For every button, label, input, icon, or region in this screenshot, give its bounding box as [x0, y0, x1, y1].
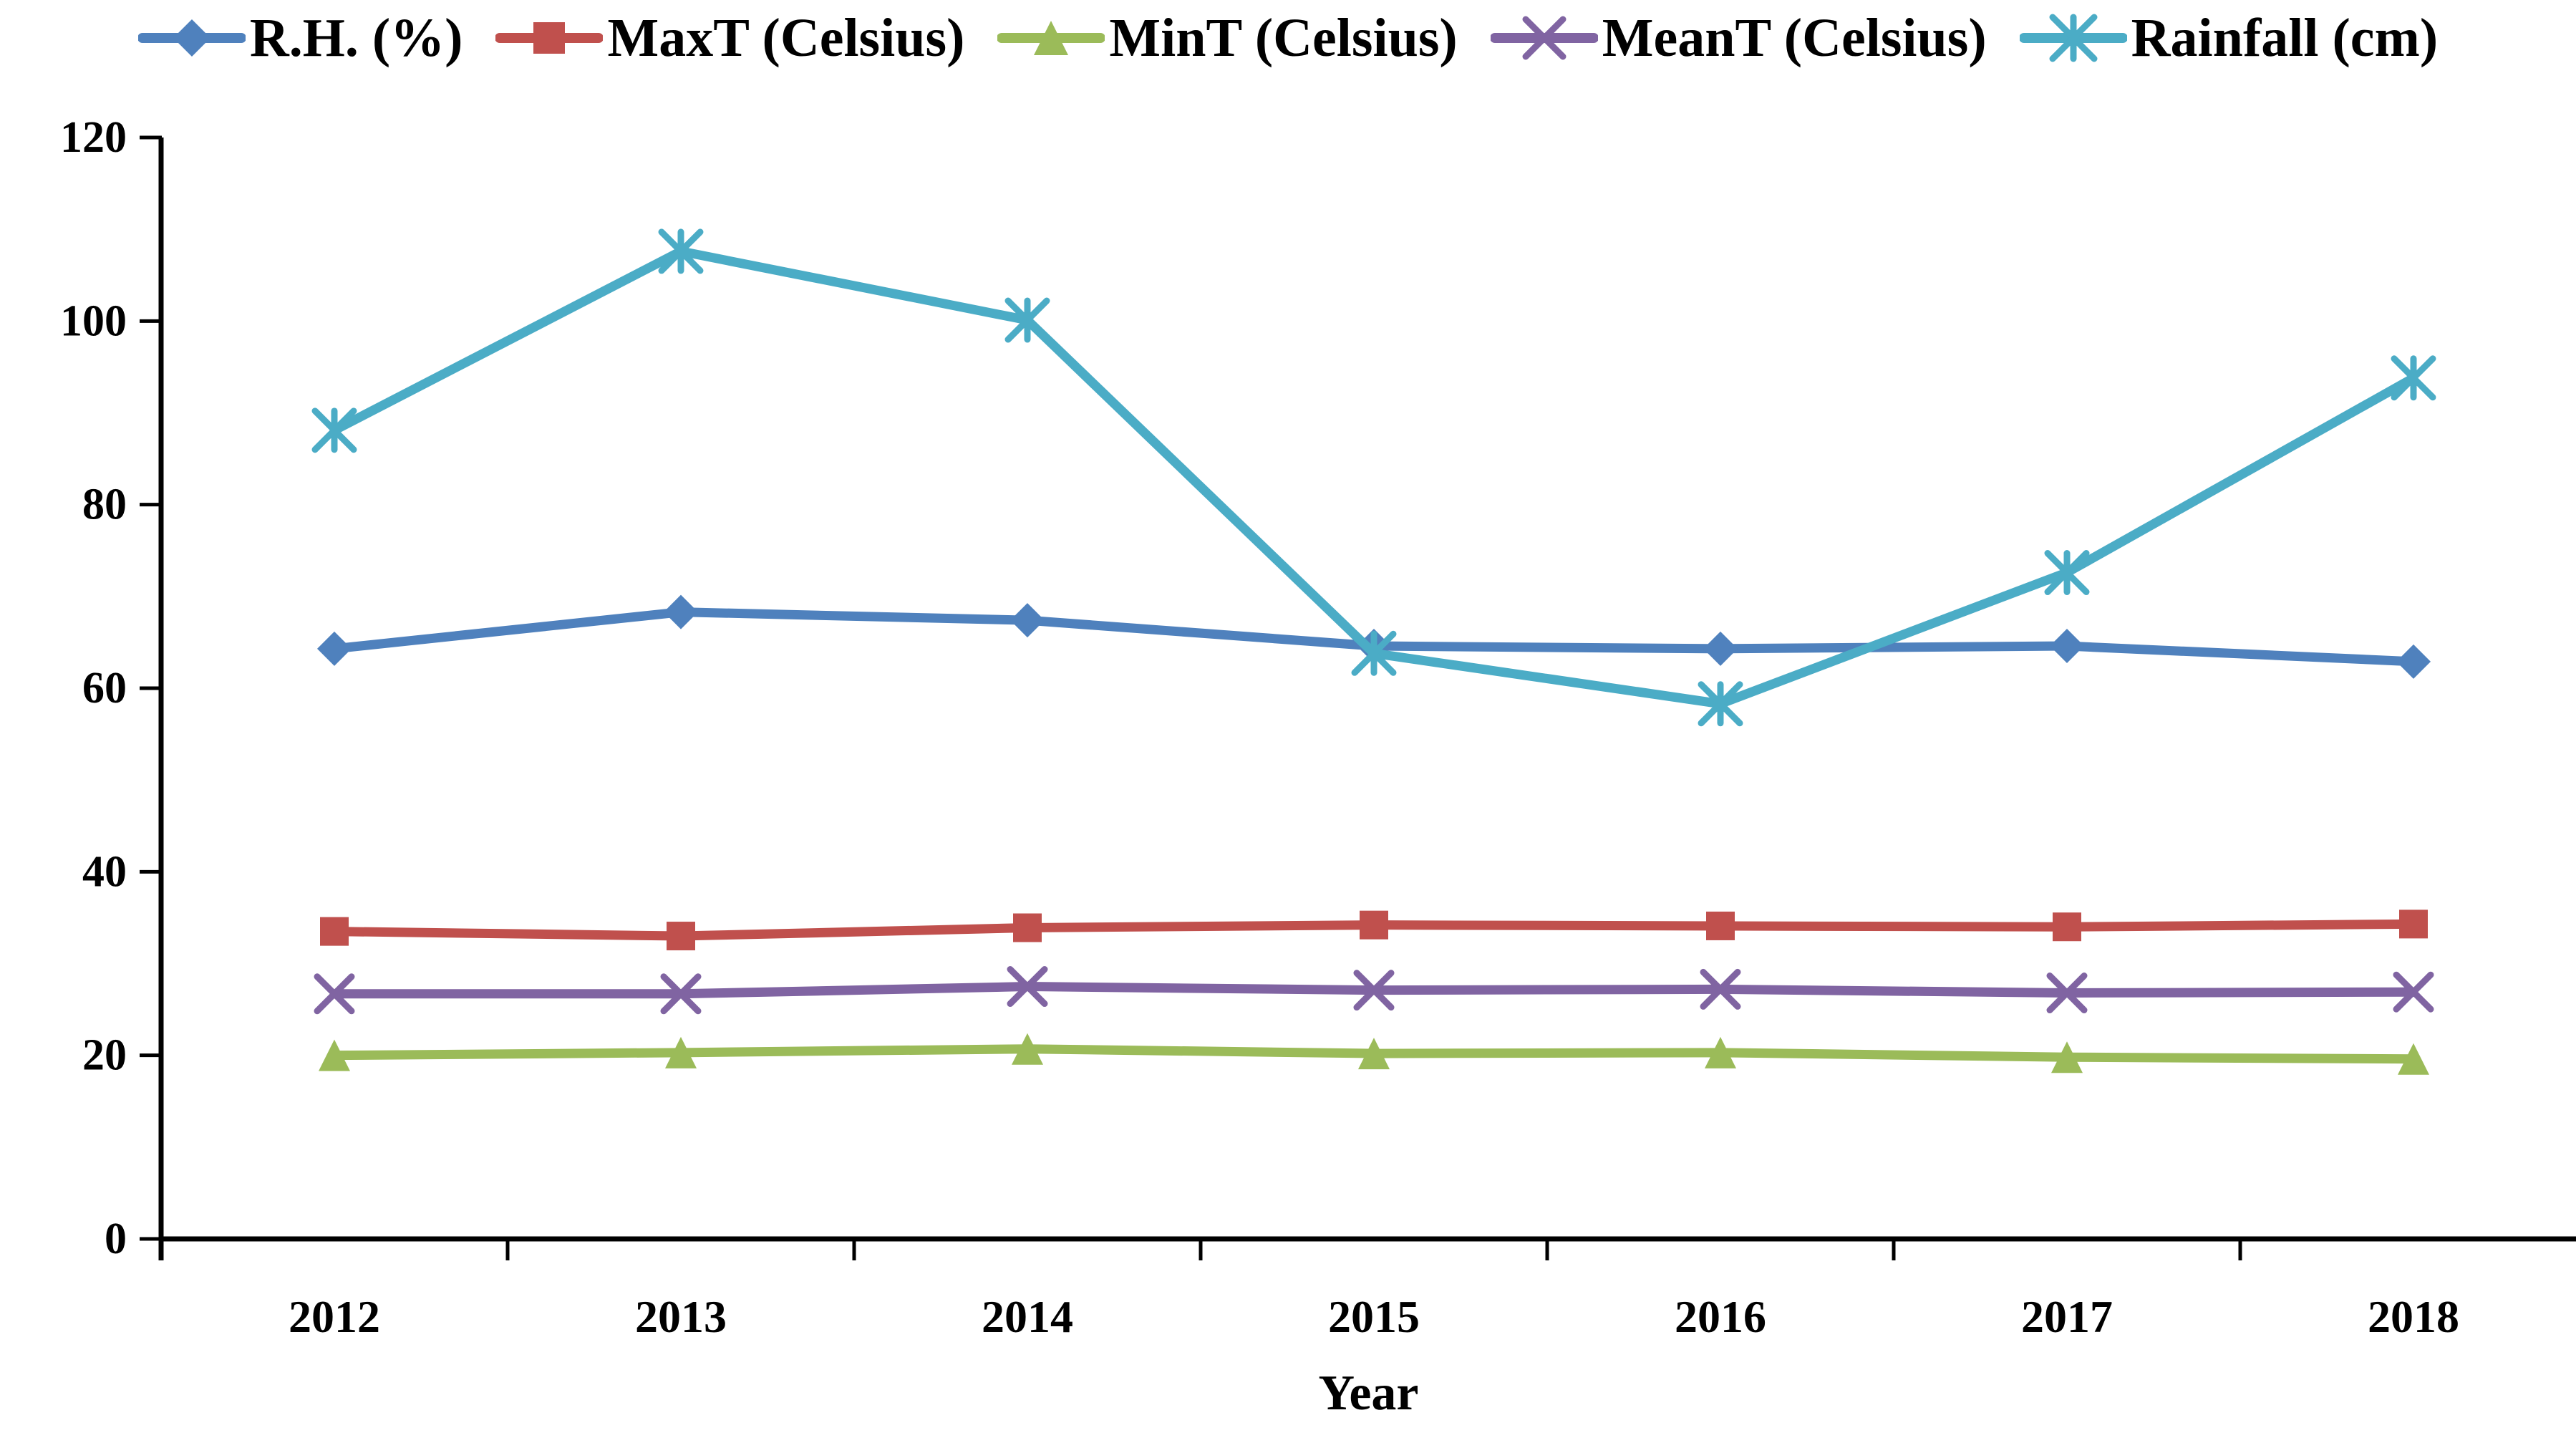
- rainfall-cm-marker-2017: [2044, 550, 2090, 596]
- y-tick-label: 80: [82, 481, 127, 529]
- r-h-marker-2012: [317, 631, 352, 666]
- meant-celsius-marker-2013: [660, 973, 702, 1015]
- meant-celsius-marker-2018: [2393, 971, 2434, 1013]
- series-meant-celsius: [314, 966, 2434, 1015]
- rainfall-cm-marker-2018: [2391, 355, 2436, 401]
- y-tick-label: 100: [60, 296, 127, 345]
- r-h-marker-2014: [1010, 603, 1045, 638]
- y-tick-label: 120: [60, 113, 127, 162]
- x-axis-title: Year: [1319, 1366, 1419, 1421]
- x-tick-label: 2012: [289, 1291, 380, 1342]
- x-tick-label: 2017: [2021, 1291, 2113, 1342]
- series-mint-celsius: [319, 1033, 2429, 1075]
- rainfall-cm-marker-2016: [1698, 681, 1743, 727]
- mint-celsius-marker-2015: [1358, 1038, 1390, 1070]
- meant-celsius-marker-2015: [1353, 970, 1395, 1011]
- series-rainfall-cm: [311, 228, 2436, 727]
- y-tick-label: 20: [82, 1031, 127, 1080]
- mint-celsius-marker-2016: [1705, 1036, 1736, 1068]
- x-tick-label: 2013: [635, 1291, 727, 1342]
- rainfall-cm-marker-2014: [1004, 297, 1050, 343]
- maxt-celsius-marker-2013: [667, 922, 695, 951]
- meant-celsius-marker-2012: [314, 973, 355, 1015]
- series-maxt-celsius: [320, 909, 2428, 951]
- r-h-marker-2018: [2396, 644, 2431, 679]
- rainfall-cm-marker-2013: [658, 228, 704, 274]
- y-tick-label: 0: [105, 1215, 127, 1263]
- maxt-celsius-marker-2018: [2399, 909, 2428, 939]
- meant-celsius-marker-2014: [1007, 966, 1048, 1008]
- maxt-celsius-marker-2014: [1013, 913, 1042, 942]
- meant-celsius-marker-2017: [2046, 973, 2088, 1014]
- rainfall-cm-marker-2015: [1351, 630, 1397, 676]
- x-tick-label: 2016: [1675, 1291, 1766, 1342]
- mint-celsius-marker-2017: [2051, 1041, 2083, 1073]
- x-tick-label: 2014: [982, 1291, 1073, 1342]
- maxt-celsius-marker-2015: [1360, 910, 1388, 940]
- r-h-marker-2017: [2050, 629, 2084, 664]
- axes: [158, 137, 2576, 1260]
- mint-celsius-marker-2013: [665, 1036, 697, 1068]
- y-tick-label: 40: [82, 847, 127, 896]
- maxt-celsius-marker-2016: [1706, 911, 1735, 940]
- mint-celsius-marker-2012: [319, 1039, 350, 1071]
- meant-celsius-marker-2016: [1700, 968, 1741, 1010]
- rainfall-cm-marker-2012: [311, 407, 357, 453]
- mint-celsius-marker-2018: [2398, 1043, 2429, 1075]
- x-tick-label: 2018: [2368, 1291, 2459, 1342]
- y-tick-label: 60: [82, 664, 127, 713]
- r-h-marker-2016: [1703, 631, 1738, 666]
- r-h-marker-2013: [664, 594, 698, 629]
- maxt-celsius-marker-2017: [2053, 912, 2081, 942]
- mint-celsius-marker-2014: [1012, 1033, 1043, 1065]
- maxt-celsius-marker-2012: [320, 917, 349, 946]
- x-tick-label: 2015: [1328, 1291, 1420, 1342]
